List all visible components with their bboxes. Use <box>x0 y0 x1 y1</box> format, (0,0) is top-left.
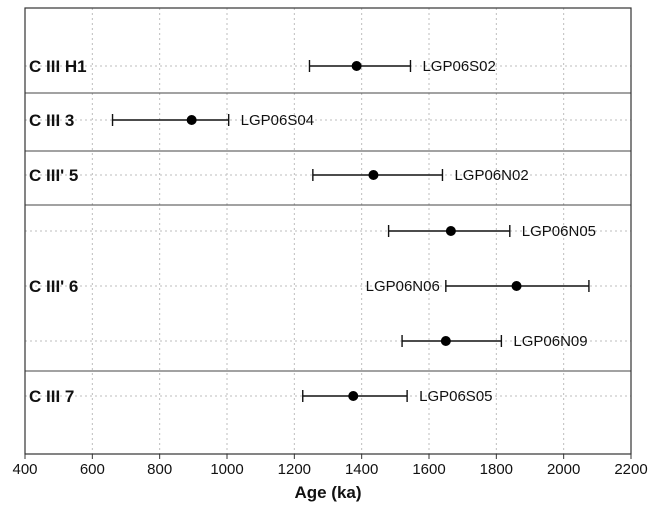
data-point-group: LGP06N05 <box>387 223 596 240</box>
x-tick-label: 1000 <box>210 461 243 478</box>
x-tick-label: 1400 <box>345 461 378 478</box>
x-axis-title: Age (ka) <box>294 483 361 502</box>
data-point-group: LGP06N06 <box>366 278 590 295</box>
x-tick-label: 400 <box>12 461 37 478</box>
group-label: C III H1 <box>29 57 87 76</box>
sample-label: LGP06N06 <box>366 278 440 295</box>
x-tick-label: 1200 <box>278 461 311 478</box>
x-tick-label: 1600 <box>412 461 445 478</box>
data-point <box>440 336 451 346</box>
data-point-group: LGP06S02 <box>308 58 496 75</box>
data-marks: LGP06S02 LGP06S04 LGP06N02 LGP06N05 LGP06N06… <box>111 58 596 405</box>
data-point <box>368 170 379 180</box>
sample-label: LGP06S02 <box>422 58 495 75</box>
x-tick-label: 2200 <box>614 461 647 478</box>
data-point <box>348 391 359 401</box>
group-label: C III' 6 <box>29 277 78 296</box>
group-separators <box>25 92 631 372</box>
data-point <box>511 281 522 291</box>
sample-label: LGP06N02 <box>454 167 528 184</box>
x-tick-label: 1800 <box>480 461 513 478</box>
x-tick-label: 2000 <box>547 461 580 478</box>
group-label: C III' 5 <box>29 166 78 185</box>
sample-label: LGP06N05 <box>522 223 596 240</box>
data-point-group: LGP06N09 <box>401 333 588 350</box>
data-point-group: LGP06N02 <box>312 167 529 184</box>
x-tick-label: 800 <box>147 461 172 478</box>
data-point <box>186 115 197 125</box>
x-axis-ticks: 400 600 800 1000 1200 1400 1600 1800 2000 2200 <box>12 454 648 478</box>
sample-label: LGP06S04 <box>241 112 314 129</box>
data-point-group: LGP06S05 <box>302 388 493 405</box>
group-label: C III 3 <box>29 111 74 130</box>
data-point <box>445 226 456 236</box>
group-label: C III 7 <box>29 387 74 406</box>
x-tick-label: 600 <box>80 461 105 478</box>
data-point-group: LGP06S04 <box>111 112 314 129</box>
sample-label: LGP06S05 <box>419 388 492 405</box>
group-labels: C III H1 C III 3 C III' 5 C III' 6 C III 7 <box>29 57 87 406</box>
grid-lines <box>25 8 631 454</box>
data-point <box>351 61 362 71</box>
sample-label: LGP06N09 <box>513 333 587 350</box>
plot-frame <box>24 7 632 455</box>
